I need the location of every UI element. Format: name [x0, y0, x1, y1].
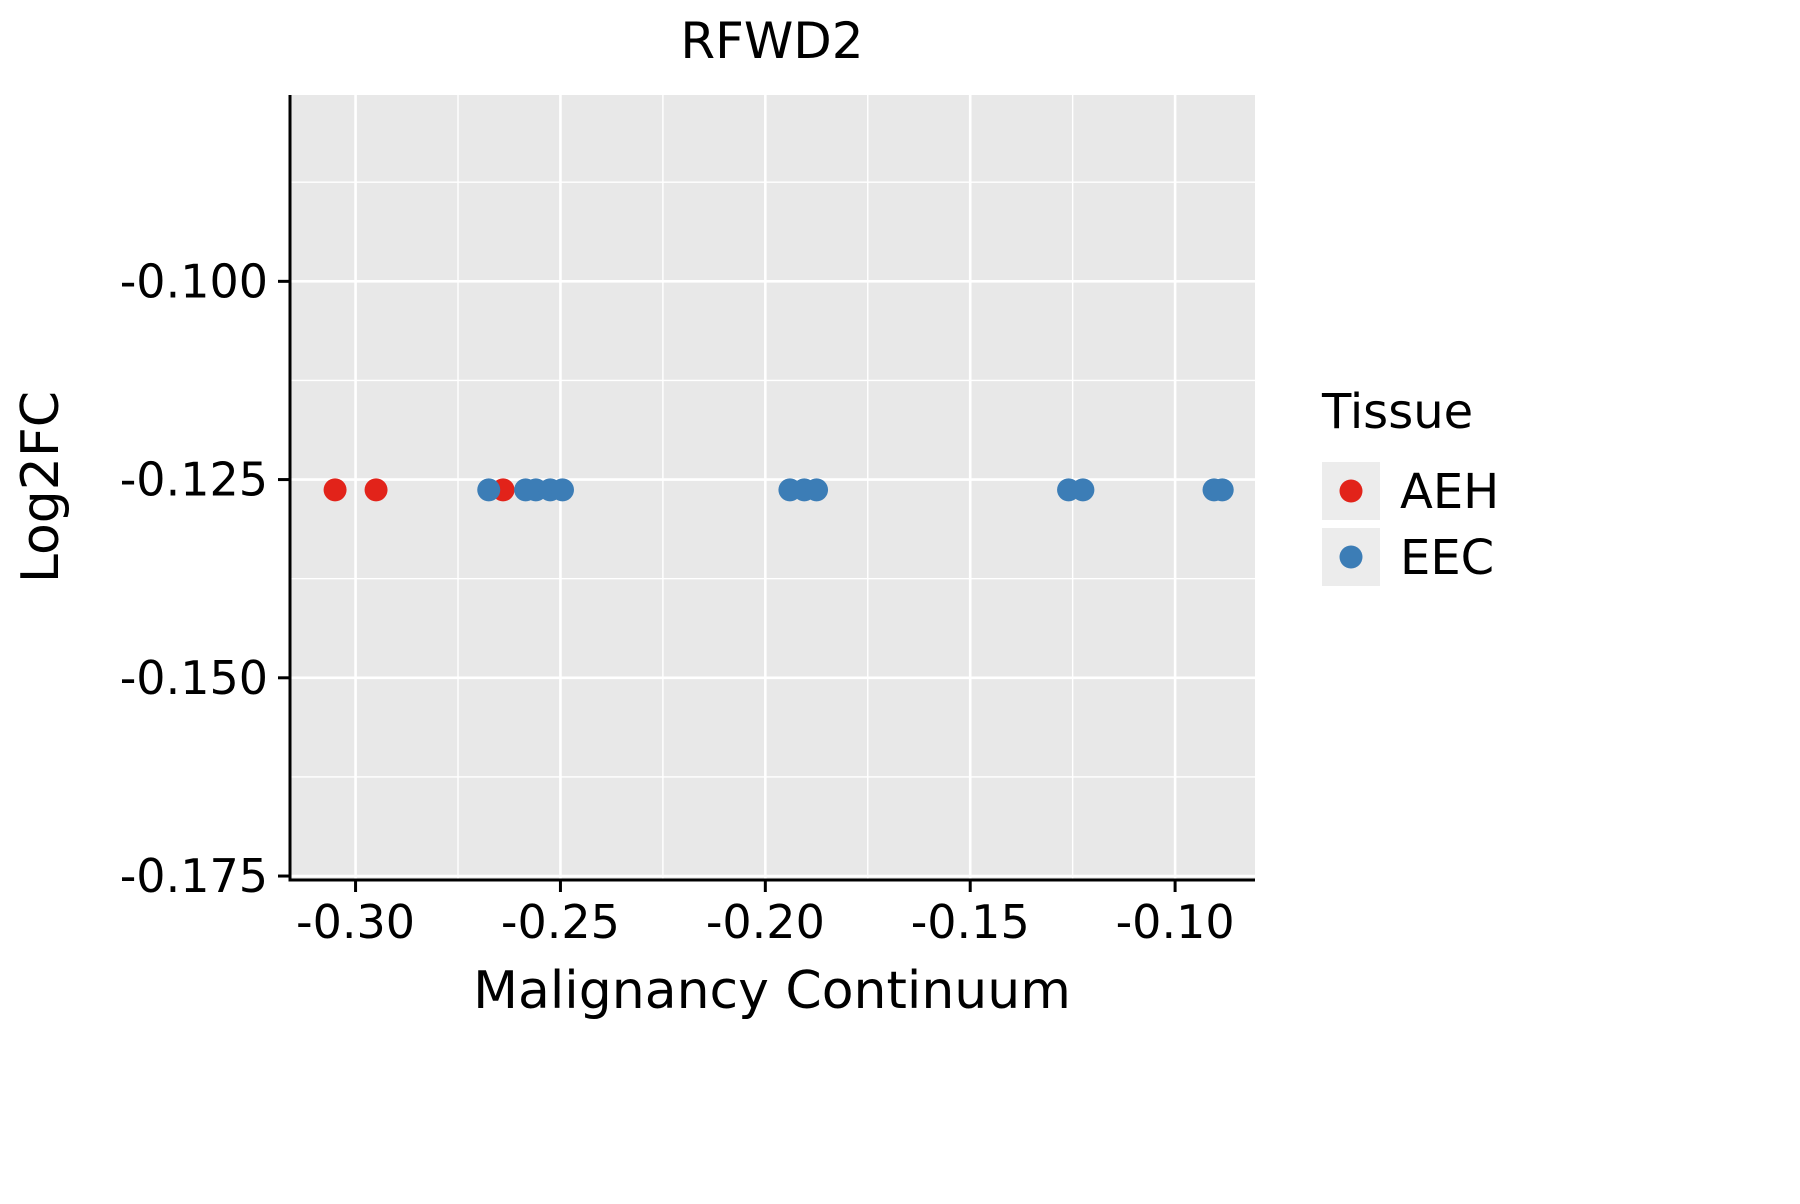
data-point-eec	[550, 478, 574, 502]
y-tick-label: -0.175	[120, 849, 268, 903]
y-tick-label: -0.100	[120, 254, 268, 308]
x-axis-ticks: -0.30 -0.25 -0.20 -0.15 -0.10	[296, 880, 1235, 949]
legend-label-aeh: AEH	[1400, 464, 1499, 520]
data-point-eec	[805, 478, 829, 502]
y-axis-ticks: -0.100 -0.125 -0.150 -0.175	[120, 254, 290, 903]
x-tick-label: -0.15	[911, 895, 1030, 949]
legend-key-dot-aeh	[1339, 479, 1363, 503]
data-point-eec	[477, 478, 501, 502]
x-tick-label: -0.30	[296, 895, 415, 949]
y-tick-label: -0.125	[120, 453, 268, 507]
data-point-aeh	[323, 478, 347, 502]
x-tick-label: -0.10	[1116, 895, 1235, 949]
legend: Tissue AEH EEC	[1321, 384, 1499, 586]
y-axis-label: Log2FC	[11, 391, 71, 583]
y-tick-label: -0.150	[120, 651, 268, 705]
data-points-layer	[323, 478, 1234, 502]
data-point-eec	[1210, 478, 1234, 502]
legend-key-dot-eec	[1339, 545, 1363, 569]
x-axis-label: Malignancy Continuum	[473, 961, 1071, 1021]
x-tick-label: -0.20	[706, 895, 825, 949]
chart-title: RFWD2	[680, 12, 863, 70]
data-point-aeh	[364, 478, 388, 502]
minor-gridlines	[290, 95, 1255, 880]
legend-title: Tissue	[1321, 384, 1473, 440]
plot-panel	[290, 95, 1255, 880]
data-point-eec	[1071, 478, 1095, 502]
legend-label-eec: EEC	[1400, 530, 1494, 586]
x-tick-label: -0.25	[501, 895, 620, 949]
legend-entries: AEH EEC	[1322, 462, 1499, 586]
major-gridlines	[290, 95, 1255, 880]
